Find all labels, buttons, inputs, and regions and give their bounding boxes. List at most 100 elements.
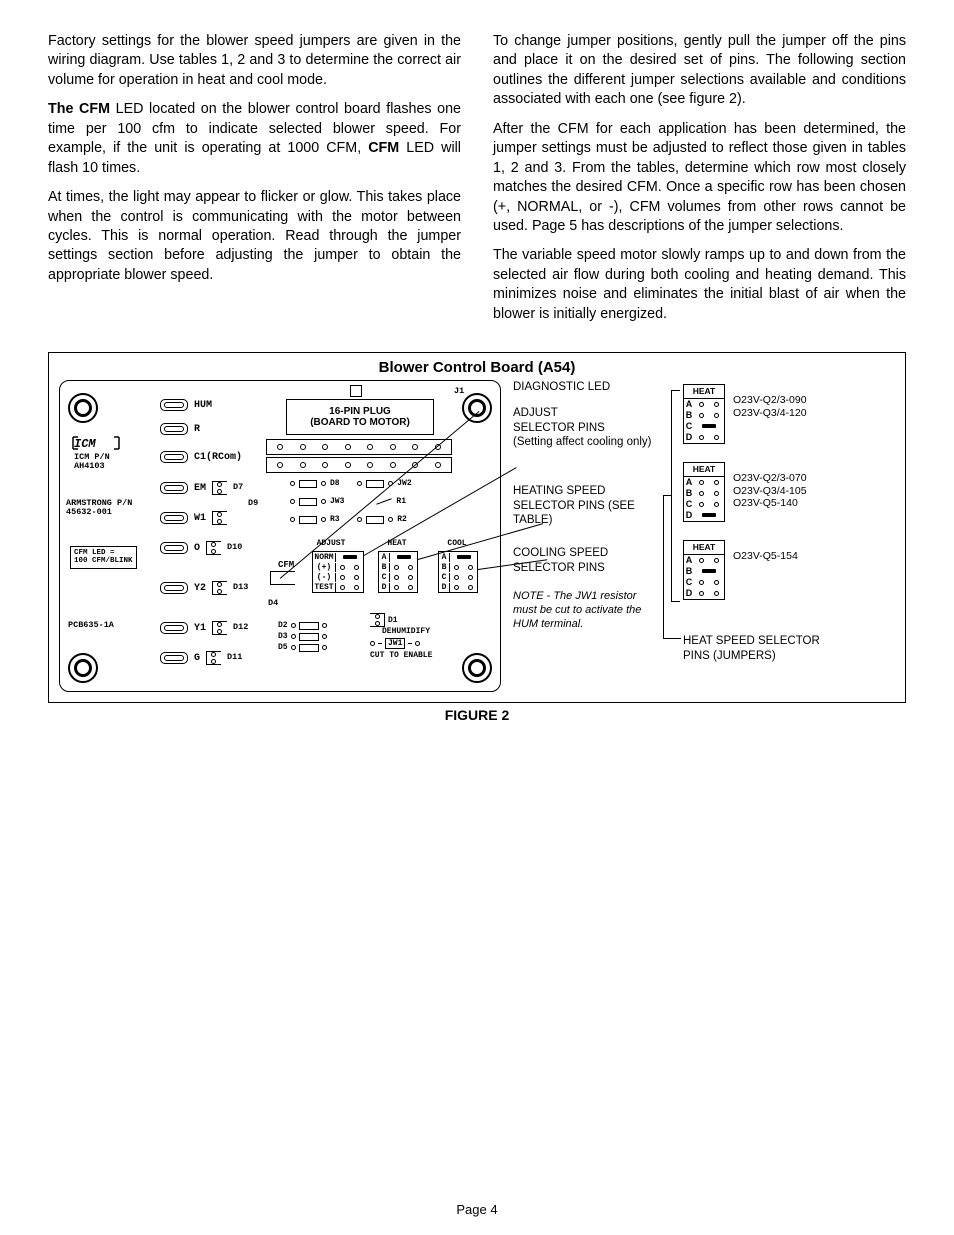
pad-icon bbox=[160, 482, 188, 494]
label: B bbox=[684, 488, 694, 499]
text: ADJUST bbox=[513, 407, 558, 419]
label: D10 bbox=[227, 543, 242, 552]
para: At times, the light may appear to flicke… bbox=[48, 188, 461, 285]
figure-title: Blower Control Board (A54) bbox=[59, 359, 895, 376]
label: D bbox=[684, 432, 694, 443]
code-group: O23V-Q2/3-090 O23V-Q3/4-120 bbox=[733, 394, 807, 419]
jumper-diagram-2: HEAT A B C D bbox=[683, 462, 725, 522]
label: D3 bbox=[278, 632, 288, 641]
para: To change jumper positions, gently pull … bbox=[493, 32, 906, 110]
mount-hole-icon bbox=[68, 393, 98, 423]
label: D11 bbox=[227, 653, 242, 662]
label: D9 bbox=[248, 499, 258, 508]
terminal: EMD7 bbox=[160, 481, 243, 495]
label: D bbox=[684, 510, 694, 521]
label: C bbox=[684, 421, 694, 432]
pad-icon bbox=[160, 542, 188, 554]
terminal: C1(RCom) bbox=[160, 451, 242, 463]
label: J1 bbox=[454, 387, 464, 396]
text: CFM LED = bbox=[74, 549, 115, 557]
text: AH4103 bbox=[74, 461, 105, 471]
bracket-icon bbox=[370, 613, 385, 627]
text-columns: Factory settings for the blower speed ju… bbox=[48, 32, 906, 334]
label: ARMSTRONG P/N 45632-001 bbox=[66, 499, 132, 518]
text: SELECTOR PINS bbox=[513, 562, 605, 574]
figure-body: J1 16-PIN PLUG (BOARD TO MOTOR) ICM bbox=[59, 380, 895, 692]
heat-selector: A B C D bbox=[378, 551, 418, 593]
text: O23V-Q5-140 bbox=[733, 497, 798, 509]
bracket-icon bbox=[212, 621, 227, 635]
figure-caption: FIGURE 2 bbox=[48, 707, 906, 723]
para: The CFM LED located on the blower contro… bbox=[48, 100, 461, 178]
mount-hole-icon bbox=[462, 653, 492, 683]
right-column: To change jumper positions, gently pull … bbox=[493, 32, 906, 334]
label: DIAGNOSTIC LED bbox=[513, 380, 610, 394]
label: A bbox=[684, 555, 694, 566]
terminal: OD10 bbox=[160, 541, 242, 555]
text: (Setting affect cooling only) bbox=[513, 436, 652, 448]
label: D1 bbox=[388, 616, 398, 625]
text: HEATING SPEED bbox=[513, 485, 605, 497]
figure-2-frame: Blower Control Board (A54) J1 16-PIN PLU… bbox=[48, 352, 906, 703]
pad-icon bbox=[160, 582, 188, 594]
text: O23V-Q3/4-105 bbox=[733, 485, 807, 497]
code-group: O23V-Q5-154 bbox=[733, 550, 798, 563]
leader-line bbox=[663, 495, 671, 496]
label: D bbox=[379, 583, 390, 592]
bracket-icon bbox=[212, 511, 227, 525]
bold: CFM bbox=[368, 140, 399, 156]
label: A bbox=[439, 553, 450, 562]
label: HEAT bbox=[684, 541, 724, 555]
text: 45632-001 bbox=[66, 507, 112, 517]
adjust-selector: NORM (+) (-) TEST bbox=[312, 551, 364, 593]
label: C1(RCom) bbox=[194, 452, 242, 463]
jumper-diagram-3: HEAT A B C D bbox=[683, 540, 725, 600]
terminal: G D11 bbox=[160, 651, 242, 665]
terminal: R bbox=[160, 423, 200, 435]
text: SELECTOR PINS bbox=[513, 422, 605, 434]
text: must be cut to activate the bbox=[513, 604, 641, 616]
resistor-row: JW3 R1 bbox=[290, 497, 406, 506]
bold: The CFM bbox=[48, 101, 110, 117]
label: Y2 bbox=[194, 583, 206, 594]
text: COOLING SPEED bbox=[513, 547, 608, 559]
text: O23V-Q5-154 bbox=[733, 550, 798, 562]
resistor-group: D2 D3 D5 bbox=[278, 621, 327, 652]
jumper-diagram-1: HEAT A B C D bbox=[683, 384, 725, 444]
label: A bbox=[684, 399, 694, 410]
label: R bbox=[194, 424, 200, 435]
label: CUT TO ENABLE bbox=[370, 651, 432, 660]
bracket-icon bbox=[212, 481, 227, 495]
bracket-icon bbox=[206, 541, 221, 555]
label-group: ADJUST SELECTOR PINS (Setting affect coo… bbox=[513, 406, 652, 449]
label-group: COOLING SPEED SELECTOR PINS bbox=[513, 546, 608, 575]
label: JW3 bbox=[330, 497, 344, 506]
label: (-) bbox=[313, 573, 336, 582]
label: PCB635-1A bbox=[68, 621, 114, 630]
mount-hole-icon bbox=[68, 653, 98, 683]
label: DEHUMIDIFY bbox=[382, 627, 432, 636]
label: D5 bbox=[278, 643, 288, 652]
page-number: Page 4 bbox=[0, 1202, 954, 1217]
dehum-group: D1 DEHUMIDIFY JW1 CUT TO ENABLE bbox=[370, 613, 432, 660]
text: O23V-Q2/3-070 bbox=[733, 472, 807, 484]
text: PINS (JUMPERS) bbox=[683, 650, 776, 662]
bracket-icon bbox=[270, 571, 295, 585]
label: CFM bbox=[278, 561, 294, 571]
label: NORM bbox=[313, 553, 336, 562]
label: C bbox=[379, 573, 390, 582]
label: G bbox=[194, 653, 200, 664]
text: TABLE) bbox=[513, 514, 552, 526]
pad-icon bbox=[160, 512, 188, 524]
label: C bbox=[684, 577, 694, 588]
label: D8 bbox=[330, 479, 340, 488]
text: NOTE - The JW1 resistor bbox=[513, 590, 636, 602]
label: B bbox=[379, 563, 390, 572]
pad-icon bbox=[160, 652, 188, 664]
terminal: HUM bbox=[160, 399, 212, 411]
label: ICM P/N AH4103 bbox=[74, 453, 110, 472]
label: B bbox=[439, 563, 450, 572]
label: HEAT bbox=[684, 385, 724, 399]
para: After the CFM for each application has b… bbox=[493, 120, 906, 237]
label: C bbox=[684, 499, 694, 510]
